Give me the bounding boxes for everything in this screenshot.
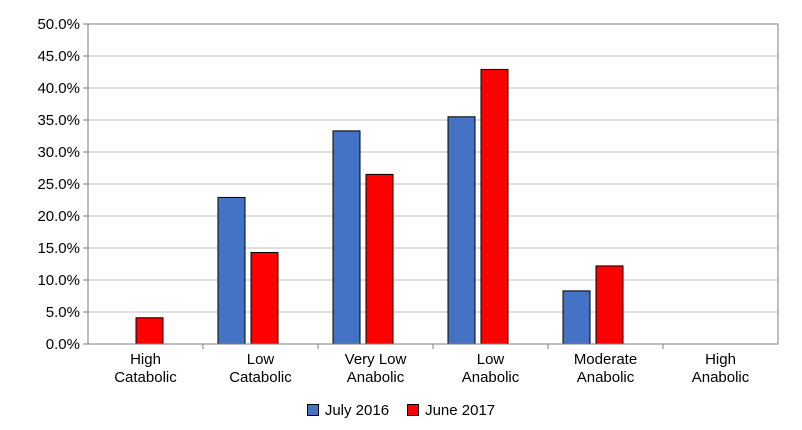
- x-category-label: Low: [247, 351, 275, 368]
- bar-june-2017: [365, 173, 394, 345]
- legend-item-series-0: July 2016: [306, 401, 390, 419]
- y-tick-label: 25.0%: [37, 176, 80, 193]
- legend-swatch-blue: [306, 404, 319, 416]
- legend-swatch-red: [407, 404, 420, 416]
- x-category-label: Catabolic: [114, 369, 177, 386]
- bar-june-2017: [480, 68, 509, 345]
- y-tick-label: 35.0%: [37, 112, 80, 129]
- bar-chart: 0.0% 5.0% 10.0% 15.0% 20.0% 25.0% 30.0% 35.0% 40…: [37, 16, 779, 386]
- y-tick-label: 30.0%: [37, 144, 80, 161]
- gridlines: [83, 23, 778, 349]
- y-tick-label: 50.0%: [37, 16, 80, 33]
- x-category-label: Very Low: [345, 351, 407, 368]
- y-tick-label: 40.0%: [37, 80, 80, 97]
- bar-june-2017: [135, 317, 164, 345]
- x-category-label: Anabolic: [347, 369, 405, 386]
- x-category-label: Anabolic: [462, 369, 520, 386]
- x-category-label: Anabolic: [692, 369, 750, 386]
- x-category-label: Moderate: [574, 351, 637, 368]
- x-category-label: Anabolic: [577, 369, 635, 386]
- y-tick-label: 0.0%: [46, 336, 80, 353]
- y-tick-label: 20.0%: [37, 208, 80, 225]
- y-tick-label: 5.0%: [46, 304, 80, 321]
- x-category-label: High: [130, 351, 161, 368]
- x-category-label: High: [705, 351, 736, 368]
- bar-july-2016: [217, 196, 246, 345]
- y-tick-label: 45.0%: [37, 48, 80, 65]
- x-category-label: Catabolic: [229, 369, 292, 386]
- x-category-label: Low: [477, 351, 505, 368]
- legend-item-series-1: June 2017: [407, 402, 495, 419]
- legend: July 2016 June 2017: [0, 399, 802, 421]
- bar-july-2016: [332, 130, 361, 345]
- bars: [135, 68, 624, 345]
- plot-area-frame: [87, 23, 779, 345]
- y-tick-label: 10.0%: [37, 272, 80, 289]
- legend-label: July 2016: [324, 401, 390, 419]
- y-tick-label: 15.0%: [37, 240, 80, 257]
- bar-june-2017: [250, 251, 279, 345]
- bar-june-2017: [595, 265, 624, 345]
- bar-july-2016: [562, 290, 591, 345]
- bar-july-2016: [447, 116, 476, 345]
- legend-label: June 2017: [425, 401, 496, 419]
- y-axis-ticks: 0.0% 5.0% 10.0% 15.0% 20.0% 25.0% 30.0% 35.0% 40…: [37, 16, 80, 353]
